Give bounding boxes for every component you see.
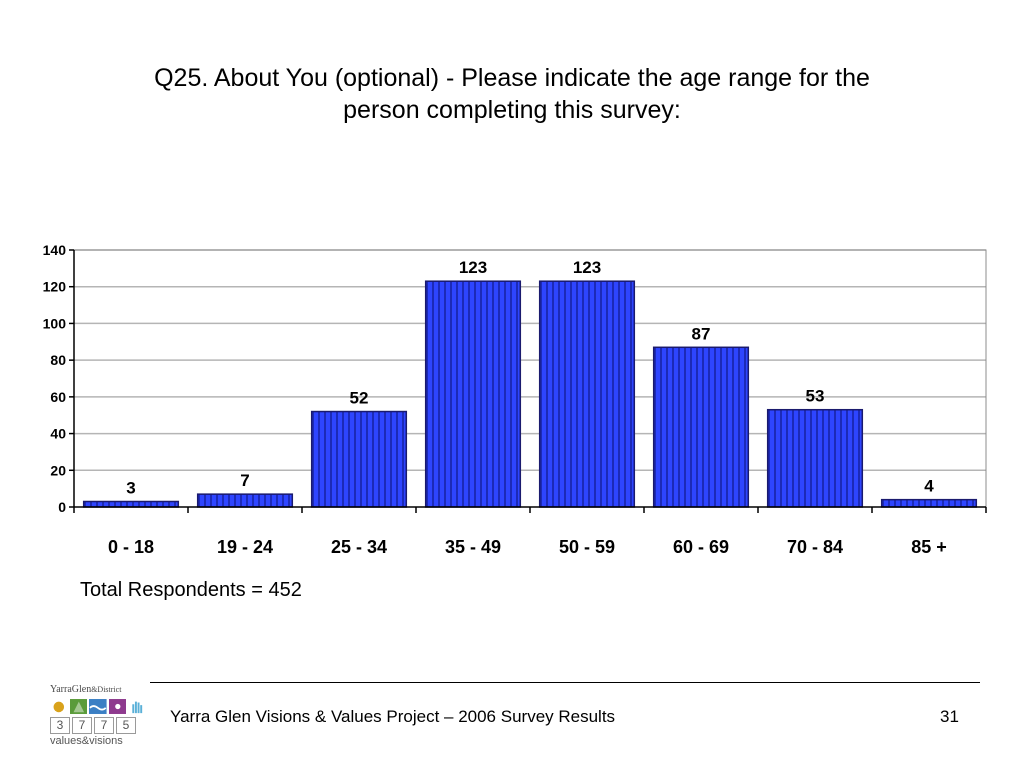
y-tick-label: 40	[50, 426, 66, 442]
slide-title: Q25. About You (optional) - Please indic…	[60, 62, 964, 126]
data-label: 123	[459, 258, 487, 277]
x-tick-label: 60 - 69	[673, 537, 729, 557]
footer-divider	[150, 682, 980, 683]
logo-title-small: &District	[91, 685, 122, 694]
bar	[424, 280, 522, 508]
x-tick-label: 70 - 84	[787, 537, 843, 557]
logo-digit: 3	[50, 717, 70, 734]
bar	[880, 498, 978, 508]
data-label: 7	[240, 471, 249, 490]
x-tick-label: 19 - 24	[217, 537, 273, 557]
bar	[652, 346, 750, 508]
waves-icon	[89, 699, 107, 714]
data-label: 123	[573, 258, 601, 277]
logo-digit: 7	[94, 717, 114, 734]
bar	[310, 410, 408, 508]
bar	[766, 408, 864, 508]
footer-text: Yarra Glen Visions & Values Project – 20…	[170, 707, 616, 726]
data-label: 4	[924, 477, 934, 496]
logo-icon-row	[50, 698, 146, 715]
logo-tagline: values&visions	[50, 735, 123, 747]
yarra-glen-logo: YarraGlen&District 3 7 7 5 values&vision…	[50, 684, 146, 756]
data-label: 87	[692, 324, 711, 343]
grapevine-icon	[69, 699, 88, 714]
sun-icon	[50, 699, 68, 714]
logo-digit: 5	[116, 717, 136, 734]
flower-icon	[108, 699, 127, 714]
slide-title-line-1: Q25. About You (optional) - Please indic…	[154, 64, 870, 92]
y-tick-label: 20	[50, 462, 66, 478]
x-tick-label: 35 - 49	[445, 537, 501, 557]
logo-digit-row: 3 7 7 5	[50, 717, 146, 734]
x-tick-label: 85 +	[911, 537, 947, 557]
page-number: 31	[940, 707, 959, 726]
total-respondents-note: Total Respondents = 452	[80, 579, 302, 601]
y-tick-label: 140	[43, 242, 67, 258]
y-tick-label: 100	[43, 315, 67, 331]
bar	[82, 500, 180, 508]
bar	[196, 493, 294, 508]
y-tick-label: 0	[58, 499, 66, 515]
y-tick-label: 80	[50, 352, 66, 368]
slide-title-line-2: person completing this survey:	[343, 96, 681, 124]
logo-digit: 7	[72, 717, 92, 734]
data-label: 52	[350, 389, 369, 408]
y-tick-label: 60	[50, 389, 66, 405]
logo-title: YarraGlen&District	[50, 684, 146, 696]
bar	[538, 280, 636, 508]
y-tick-label: 120	[43, 279, 67, 295]
x-tick-label: 0 - 18	[108, 537, 154, 557]
logo-title-main: YarraGlen	[50, 684, 92, 695]
data-label: 3	[126, 478, 135, 497]
x-tick-label: 25 - 34	[331, 537, 387, 557]
data-label: 53	[806, 387, 825, 406]
hand-icon	[128, 699, 146, 714]
x-tick-label: 50 - 59	[559, 537, 615, 557]
